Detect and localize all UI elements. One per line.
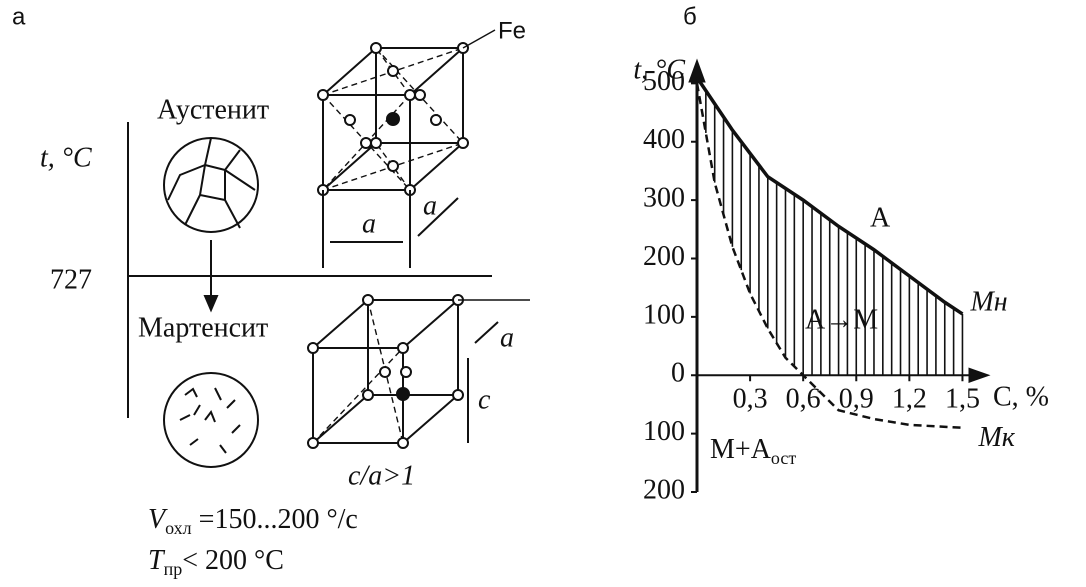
phase-label: Аустенит (157, 94, 269, 125)
annotation-sub: ост (771, 448, 796, 468)
y-tick-label: 400 (643, 124, 685, 155)
figure: а t, °C 727 Аустенит Мартенсит Fe a a (0, 0, 1086, 587)
annotation: M+Aост (710, 434, 796, 468)
lattice-label: a (362, 208, 376, 239)
lattice-label: a (423, 190, 437, 221)
arrowhead (969, 368, 989, 382)
series-label: Mн (969, 286, 1007, 317)
y-tick-label: 100 (643, 416, 685, 447)
grain-circle (164, 373, 258, 467)
martensite-needles (180, 388, 240, 453)
x-axis-label: C, % (993, 382, 1049, 413)
lattice-label: c (478, 384, 491, 415)
grain-boundaries (168, 138, 255, 228)
cooling-rate: Vохл =150...200 °/с (148, 504, 358, 538)
annotation-text: M+A (710, 434, 772, 465)
series-label: Mк (977, 422, 1015, 453)
panel-label: б (683, 3, 697, 30)
phase-label: Мартенсит (138, 312, 268, 343)
bct-cell (308, 295, 530, 448)
x-tick-label: 0,3 (733, 384, 768, 415)
y-tick-label: 100 (643, 299, 685, 330)
panel-label: а (12, 3, 26, 30)
temperature: 727 (50, 264, 92, 295)
x-tick-label: 0,9 (839, 384, 874, 415)
ratio-label: c/a>1 (348, 460, 415, 491)
arrowhead (205, 296, 217, 310)
lattice-label: a (500, 322, 514, 353)
y-tick-label: 300 (643, 183, 685, 214)
panel-a: а t, °C 727 Аустенит Мартенсит Fe a a (12, 3, 530, 579)
y-tick-label: 0 (671, 358, 685, 389)
grain-circle (164, 138, 258, 232)
element-label: Fe (498, 17, 526, 44)
annotation: A→M (805, 304, 878, 335)
x-tick-label: 0,6 (786, 384, 821, 415)
y-tick-label: 500 (643, 66, 685, 97)
fcc-cell (318, 30, 495, 268)
annotation: A (870, 202, 891, 233)
y-tick-label: 200 (643, 241, 685, 272)
x-tick-label: 1,2 (892, 384, 927, 415)
tempering: Tпр< 200 °C (148, 545, 284, 579)
y-tick-label: 200 (643, 474, 685, 505)
axis-label: t, °C (40, 142, 92, 173)
x-tick-label: 1,5 (945, 384, 980, 415)
